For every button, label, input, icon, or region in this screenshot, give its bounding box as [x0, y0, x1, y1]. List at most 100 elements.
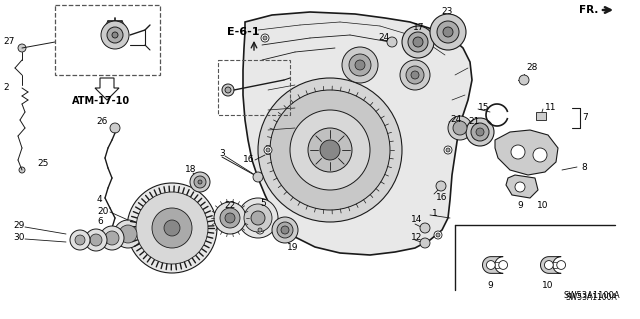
Circle shape — [270, 90, 390, 210]
Circle shape — [253, 172, 263, 182]
Circle shape — [105, 231, 119, 245]
Circle shape — [511, 145, 525, 159]
Circle shape — [18, 44, 26, 52]
Circle shape — [198, 180, 202, 184]
Circle shape — [411, 71, 419, 79]
Circle shape — [263, 36, 267, 40]
Text: 17: 17 — [413, 23, 424, 32]
Circle shape — [281, 226, 289, 234]
Circle shape — [342, 47, 378, 83]
Text: FR.: FR. — [579, 5, 598, 15]
Bar — [218, 60, 290, 115]
Text: 6: 6 — [97, 218, 103, 226]
Circle shape — [448, 116, 472, 140]
Circle shape — [277, 222, 293, 238]
Polygon shape — [495, 130, 558, 175]
Text: 22: 22 — [224, 202, 236, 211]
Circle shape — [225, 213, 235, 223]
Circle shape — [349, 54, 371, 76]
Text: 7: 7 — [582, 114, 588, 122]
Circle shape — [436, 181, 446, 191]
Circle shape — [261, 34, 269, 42]
Polygon shape — [541, 257, 561, 273]
Text: 3: 3 — [219, 149, 225, 158]
Circle shape — [101, 21, 129, 49]
Text: 16: 16 — [243, 155, 255, 165]
Circle shape — [430, 14, 466, 50]
Circle shape — [194, 176, 206, 188]
Circle shape — [420, 223, 430, 233]
Text: 25: 25 — [37, 159, 49, 167]
Text: 16: 16 — [436, 192, 447, 202]
Polygon shape — [506, 175, 538, 198]
Circle shape — [222, 84, 234, 96]
Circle shape — [112, 32, 118, 38]
Circle shape — [85, 229, 107, 251]
Text: SW53A1100A: SW53A1100A — [565, 293, 617, 302]
Circle shape — [214, 202, 246, 234]
Polygon shape — [95, 78, 119, 100]
Circle shape — [114, 220, 142, 248]
Circle shape — [251, 211, 265, 225]
Text: 18: 18 — [185, 166, 196, 174]
Text: 5: 5 — [260, 199, 266, 209]
Circle shape — [264, 146, 272, 154]
Circle shape — [244, 204, 272, 232]
Circle shape — [238, 198, 278, 238]
Circle shape — [420, 238, 430, 248]
Circle shape — [466, 118, 494, 146]
Circle shape — [136, 192, 208, 264]
Text: 14: 14 — [411, 216, 422, 225]
Circle shape — [387, 37, 397, 47]
Text: 10: 10 — [542, 280, 554, 290]
Circle shape — [441, 38, 449, 46]
Circle shape — [486, 261, 495, 270]
Text: 20: 20 — [97, 207, 108, 217]
Circle shape — [258, 78, 402, 222]
Text: SW53A1100A: SW53A1100A — [563, 291, 620, 300]
Text: 4: 4 — [97, 196, 102, 204]
Circle shape — [355, 60, 365, 70]
Circle shape — [515, 182, 525, 192]
Circle shape — [119, 225, 137, 243]
Circle shape — [434, 231, 442, 239]
Circle shape — [272, 217, 298, 243]
Circle shape — [519, 75, 529, 85]
Circle shape — [400, 60, 430, 90]
Text: 19: 19 — [287, 242, 298, 251]
Circle shape — [75, 235, 85, 245]
Bar — [55, 5, 160, 75]
Circle shape — [320, 140, 340, 160]
Circle shape — [437, 21, 459, 43]
Circle shape — [436, 233, 440, 237]
Circle shape — [164, 220, 180, 236]
Circle shape — [446, 148, 450, 152]
Circle shape — [19, 167, 25, 173]
Circle shape — [413, 37, 423, 47]
Circle shape — [100, 226, 124, 250]
Polygon shape — [243, 12, 472, 255]
Text: 23: 23 — [442, 8, 452, 17]
Text: 21: 21 — [468, 117, 479, 127]
Text: ATM-17-10: ATM-17-10 — [72, 96, 130, 106]
Circle shape — [90, 234, 102, 246]
Circle shape — [545, 261, 553, 270]
Circle shape — [220, 208, 240, 228]
Text: 1: 1 — [432, 209, 438, 218]
Circle shape — [266, 148, 270, 152]
Text: 10: 10 — [537, 201, 548, 210]
Text: 27: 27 — [3, 38, 14, 47]
Circle shape — [308, 128, 352, 172]
Circle shape — [290, 110, 370, 190]
Text: 2: 2 — [3, 84, 8, 93]
Text: 15: 15 — [478, 102, 490, 112]
Circle shape — [443, 27, 453, 37]
Circle shape — [476, 128, 484, 136]
Text: 24: 24 — [450, 115, 461, 124]
Text: 24: 24 — [378, 33, 389, 42]
Text: 9: 9 — [487, 280, 493, 290]
Circle shape — [402, 26, 434, 58]
Bar — [536, 112, 546, 120]
Circle shape — [225, 87, 231, 93]
Circle shape — [107, 27, 123, 43]
